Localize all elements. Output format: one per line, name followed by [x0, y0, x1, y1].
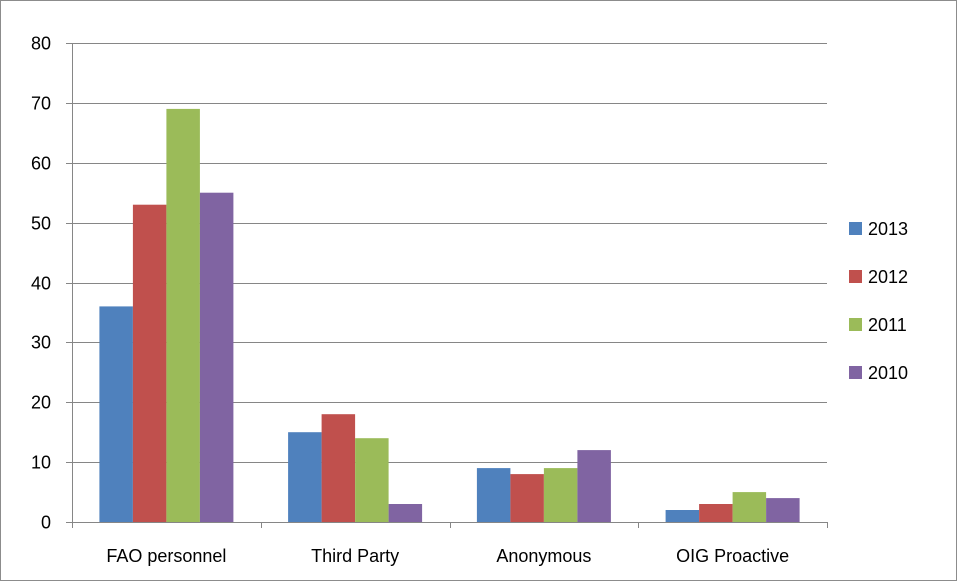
bar-2010-oig-proactive	[766, 498, 800, 522]
y-tick-label: 40	[31, 274, 51, 294]
bar-2010-anonymous	[577, 450, 611, 522]
y-tick-label: 60	[31, 154, 51, 174]
bar-2012-fao-personnel	[132, 204, 167, 522]
y-tick-label: 50	[31, 214, 51, 234]
y-tick-label: 20	[31, 393, 51, 413]
x-tick-label: Anonymous	[496, 546, 591, 566]
y-tick-label: 70	[31, 94, 51, 114]
legend-swatch-2010	[849, 366, 862, 379]
bar-2012-anonymous	[510, 474, 544, 522]
bar-2010-third-party	[388, 504, 423, 522]
legend-swatch-2013	[849, 222, 862, 235]
x-tick-label: Third Party	[311, 546, 399, 566]
legend: 2013 2012 2011 2010	[849, 219, 908, 383]
bar-2010-fao-personnel	[199, 192, 234, 522]
bar-2013-fao-personnel	[99, 306, 133, 522]
legend-label-2011: 2011	[868, 315, 907, 335]
y-tick-label: 30	[31, 333, 51, 353]
legend-label-2012: 2012	[868, 267, 908, 287]
bar-2013-oig-proactive	[665, 510, 700, 522]
legend-swatch-2011	[849, 318, 862, 331]
bar-2011-anonymous	[543, 468, 578, 522]
y-tick-label: 0	[41, 513, 51, 533]
y-tick-label: 10	[31, 453, 51, 473]
bar-2011-oig-proactive	[732, 492, 767, 522]
bar-2011-fao-personnel	[166, 108, 200, 523]
legend-swatch-2012	[849, 270, 862, 283]
bars	[99, 108, 800, 523]
legend-label-2013: 2013	[868, 219, 908, 239]
bar-2012-third-party	[321, 414, 356, 522]
legend-label-2010: 2010	[868, 363, 908, 383]
y-tick-label: 80	[31, 34, 51, 54]
x-tick-label: OIG Proactive	[676, 546, 789, 566]
x-tick-label: FAO personnel	[106, 546, 226, 566]
bar-2012-oig-proactive	[699, 504, 733, 522]
bar-2013-anonymous	[476, 468, 511, 522]
bar-2013-third-party	[288, 432, 322, 522]
axes: 0 10 20 30 40 50 60 70 80 FAO personnel Third Part…	[31, 34, 828, 566]
bar-2011-third-party	[355, 438, 389, 522]
